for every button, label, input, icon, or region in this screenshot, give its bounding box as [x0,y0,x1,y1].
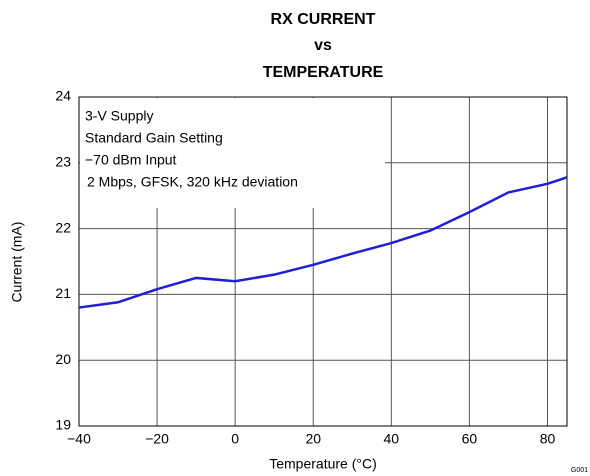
x-tick-label: −40 [67,431,91,447]
chart-title: TEMPERATURE [263,64,384,81]
y-tick-label: 23 [55,154,71,170]
figure-id: G001 [571,467,588,474]
y-tick-label: 19 [55,417,71,433]
annotation: 3-V Supply [85,108,153,124]
x-tick-label: 60 [462,431,478,447]
line-series [78,176,568,309]
y-tick-label: 21 [55,285,71,301]
plot-frame [78,96,568,427]
annotation: −70 dBm Input [85,152,177,168]
y-tick-label: 24 [55,88,71,104]
x-tick-label: 20 [305,431,321,447]
x-tick-label: 80 [540,431,556,447]
chart-title: vs [314,37,332,54]
y-tick-label: 20 [55,351,71,367]
x-tick-label: 40 [384,431,400,447]
chart-title: RX CURRENT [271,11,376,28]
annotation: Standard Gain Setting [85,130,223,146]
x-axis-label: Temperature (°C) [269,456,377,472]
x-tick-label: 0 [231,431,239,447]
annotation: 2 Mbps, GFSK, 320 kHz deviation [87,174,298,190]
annotation-box [80,98,385,208]
x-tick-label: −20 [145,431,169,447]
y-tick-label: 22 [55,219,71,235]
y-axis-label: Current (mA) [9,222,25,303]
